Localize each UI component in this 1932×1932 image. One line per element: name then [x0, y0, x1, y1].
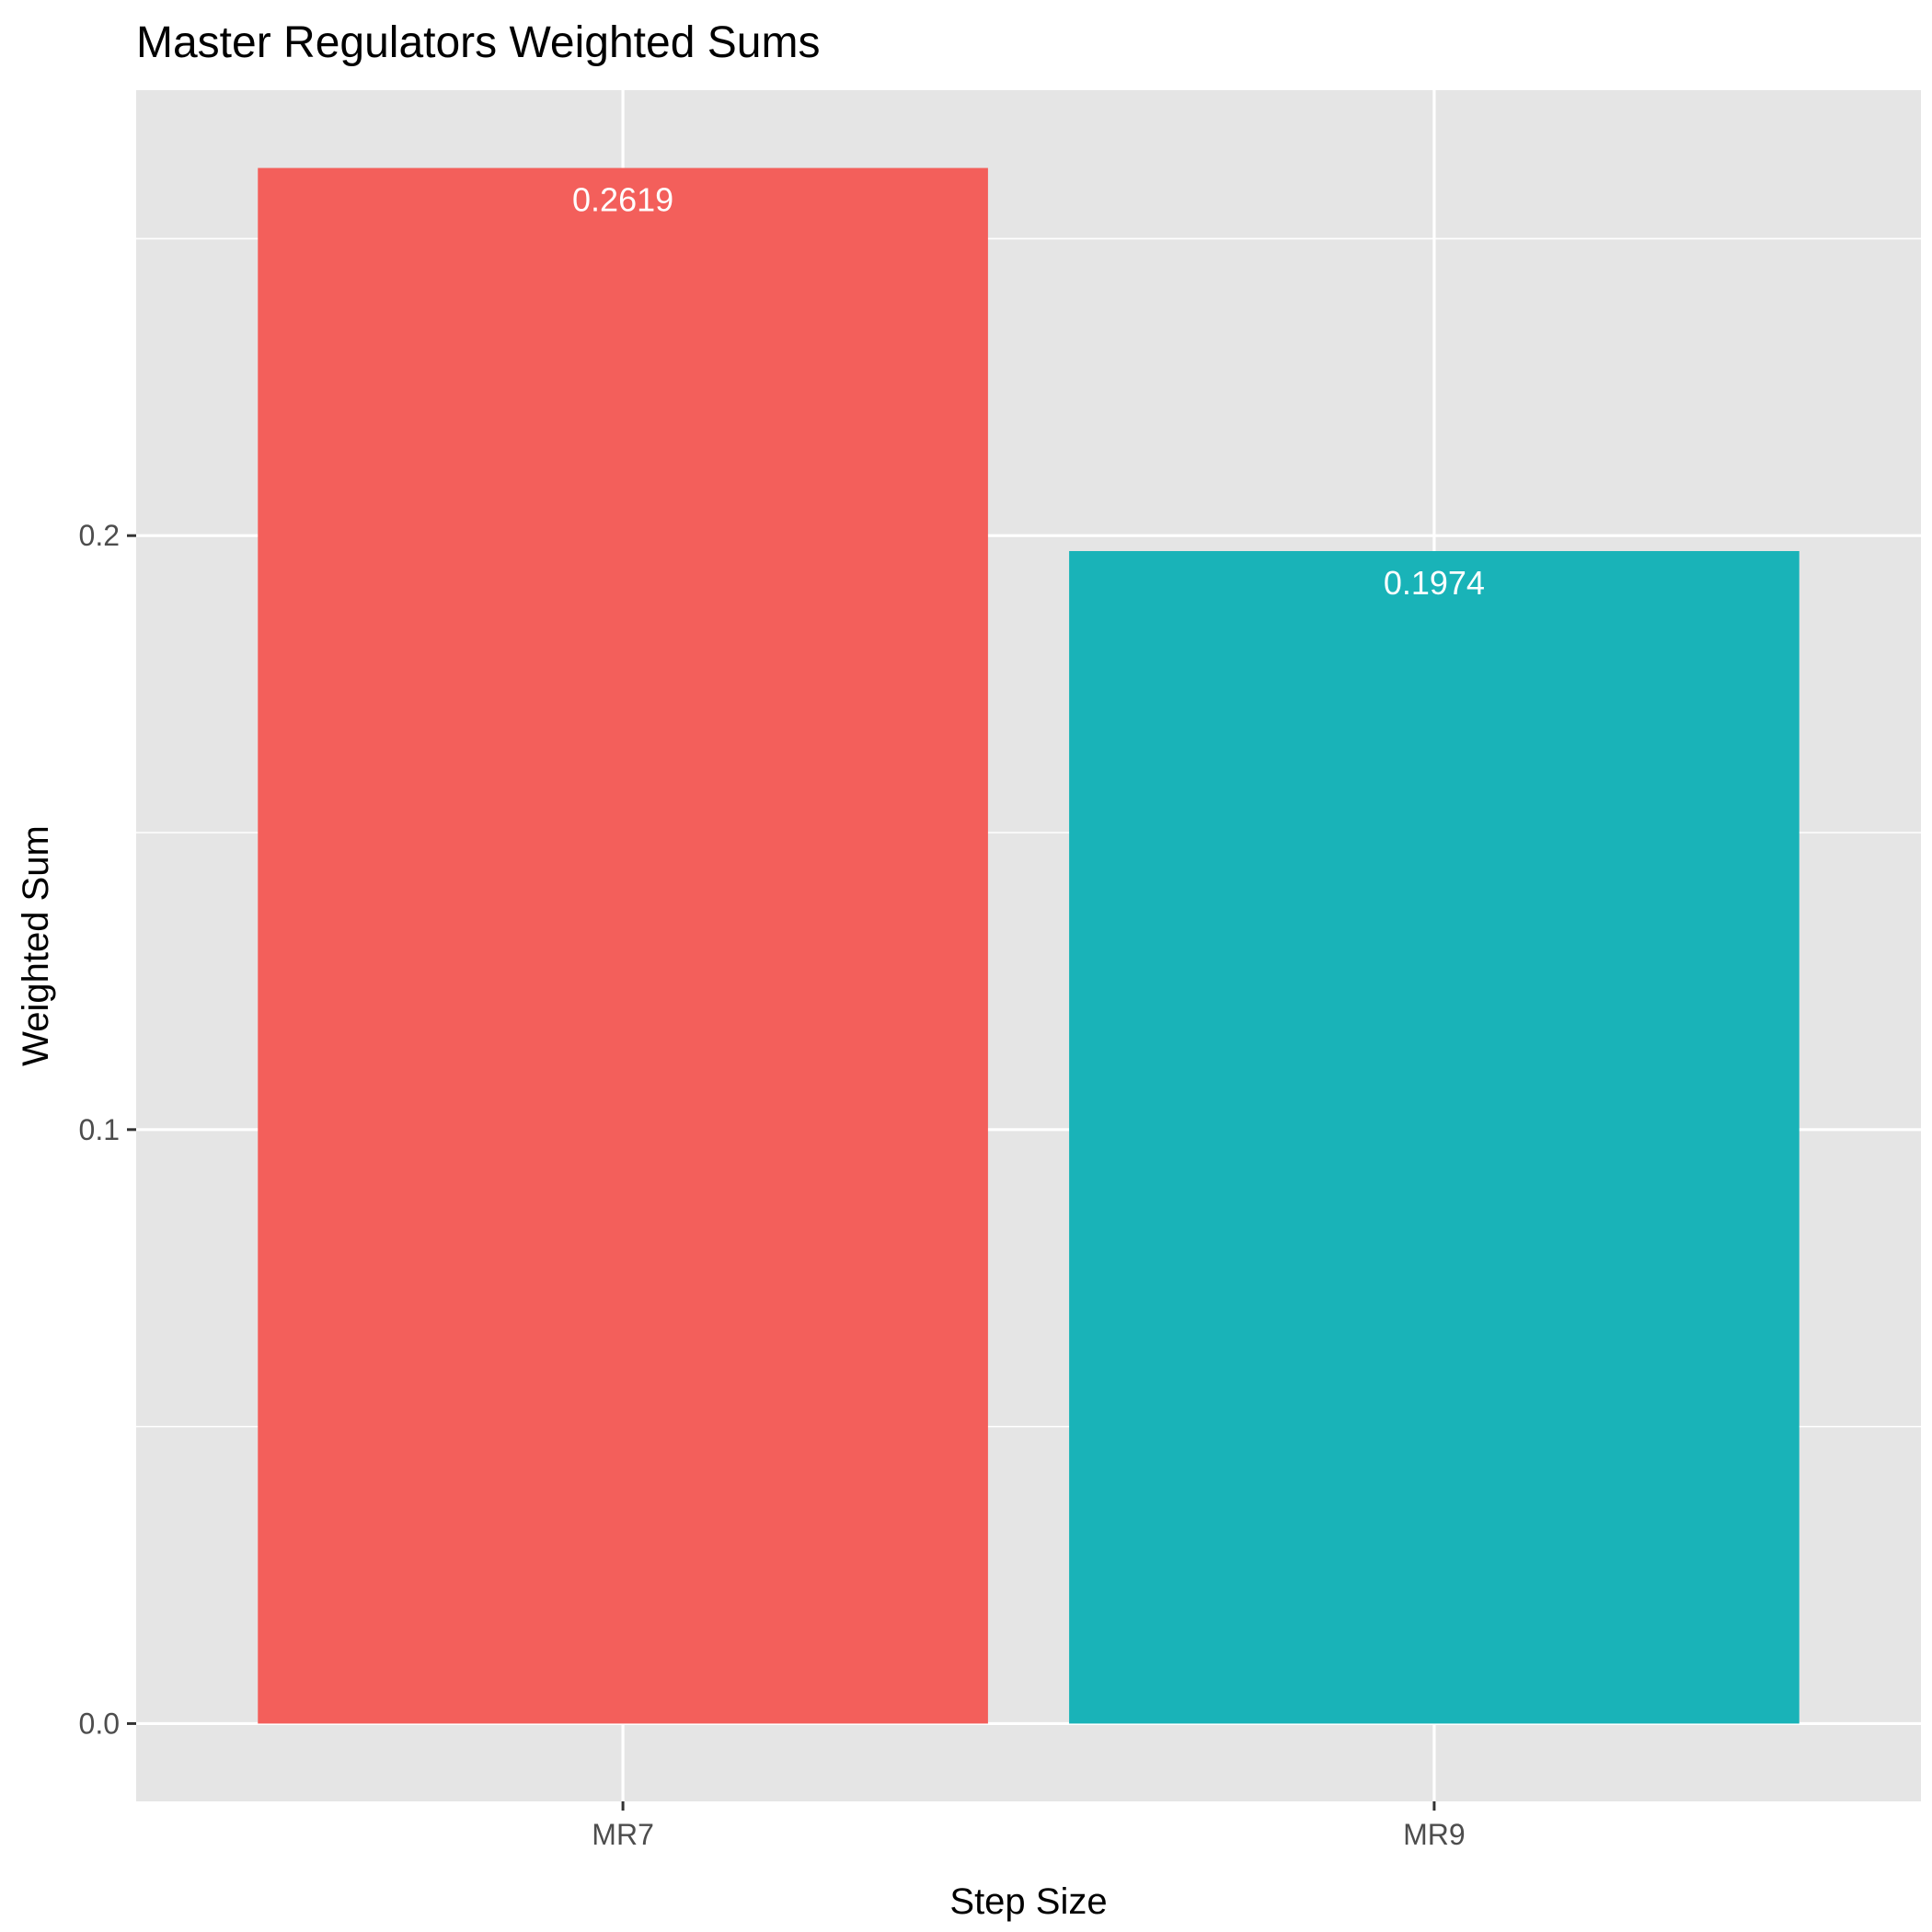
y-tick-label: 0.2: [79, 519, 120, 552]
bar-value-label: 0.2619: [572, 181, 673, 219]
bars: [258, 167, 1800, 1724]
chart-title: Master Regulators Weighted Sums: [136, 18, 820, 67]
y-axis-ticks: 0.0 0.1 0.2: [79, 519, 136, 1740]
bar-mr7: [258, 167, 988, 1724]
x-axis-ticks: MR7 MR9: [592, 1801, 1466, 1851]
x-axis-title: Step Size: [949, 1881, 1107, 1922]
x-tick-label: MR9: [1403, 1818, 1466, 1851]
bar-value-label: 0.1974: [1384, 564, 1485, 602]
y-axis-title: Weighted Sum: [16, 825, 56, 1066]
bar-mr9: [1069, 550, 1800, 1724]
x-tick-label: MR7: [592, 1818, 654, 1851]
y-tick-label: 0.1: [79, 1113, 120, 1146]
bar-value-labels: 0.2619 0.1974: [572, 181, 1485, 602]
y-tick-label: 0.0: [79, 1707, 120, 1740]
